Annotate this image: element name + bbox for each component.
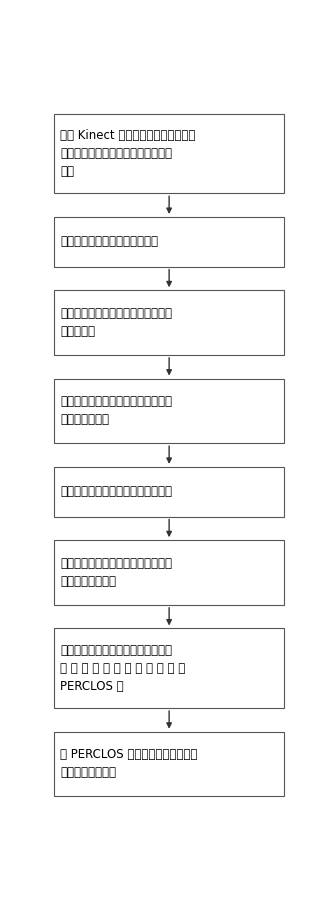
Text: 通过 Kinect 获取彩色数据帧或红外数
据帧、深度数据帧、人体索引帧和面
部帧: 通过 Kinect 获取彩色数据帧或红外数 据帧、深度数据帧、人体索引帧和面 部… — [60, 129, 196, 178]
Bar — [54, 628, 284, 708]
Bar — [54, 378, 284, 443]
Bar — [54, 217, 284, 267]
Bar — [54, 290, 284, 355]
Bar — [54, 541, 284, 605]
Text: 根据彩色数据帧或红外数据帧的眼睛
图 像 获 取 眼 睛 闭 合 情 况 计 算
PERCLOS 值: 根据彩色数据帧或红外数据帧的眼睛 图 像 获 取 眼 睛 闭 合 情 况 计 算… — [60, 643, 186, 693]
Text: 获取最小平均值对应的人体索引号，
即驾驶员索引号: 获取最小平均值对应的人体索引号， 即驾驶员索引号 — [60, 396, 173, 426]
Bar — [54, 467, 284, 516]
Text: 由驾驶员索引号获取相对应的面部帧: 由驾驶员索引号获取相对应的面部帧 — [60, 485, 173, 498]
Bar — [54, 732, 284, 796]
Text: 同一人体索引号的数据点深度值相加
求得平均值: 同一人体索引号的数据点深度值相加 求得平均值 — [60, 307, 173, 338]
Text: 当 PERCLOS 值超过设定阈值时给出
疲劳驾驶的提示。: 当 PERCLOS 值超过设定阈值时给出 疲劳驾驶的提示。 — [60, 749, 198, 779]
Text: 将人体索引帧映射到深度数据帧: 将人体索引帧映射到深度数据帧 — [60, 235, 158, 249]
Bar — [54, 114, 284, 194]
Text: 从面部帧获取五官信息绘制于彩色数
据帧或红外数据帧: 从面部帧获取五官信息绘制于彩色数 据帧或红外数据帧 — [60, 557, 173, 588]
